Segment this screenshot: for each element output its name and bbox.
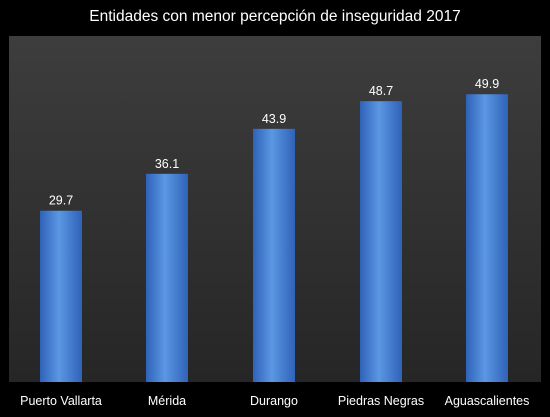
category-label-3: Piedras Negras [338,394,424,408]
category-label-1: Mérida [148,394,186,408]
category-label-2: Durango [250,394,298,408]
chart-title: Entidades con menor percepción de insegu… [89,8,460,25]
bar-2 [253,128,295,382]
value-labels-layer: 29.7 36.1 43.9 48.7 49.9 [49,77,499,207]
value-label-3: 48.7 [369,84,393,98]
category-labels-layer: Puerto Vallarta Mérida Durango Piedras Negr… [20,394,529,408]
value-label-1: 36.1 [155,157,179,171]
bar-0 [40,210,82,382]
category-label-0: Puerto Vallarta [20,394,102,408]
bar-3 [360,101,402,382]
value-label-0: 29.7 [49,194,73,208]
bars-layer [40,94,508,382]
value-label-2: 43.9 [262,112,286,126]
category-label-4: Aguascalientes [445,394,530,408]
value-label-4: 49.9 [475,77,499,91]
bar-4 [466,94,508,382]
bar-1 [146,173,188,382]
